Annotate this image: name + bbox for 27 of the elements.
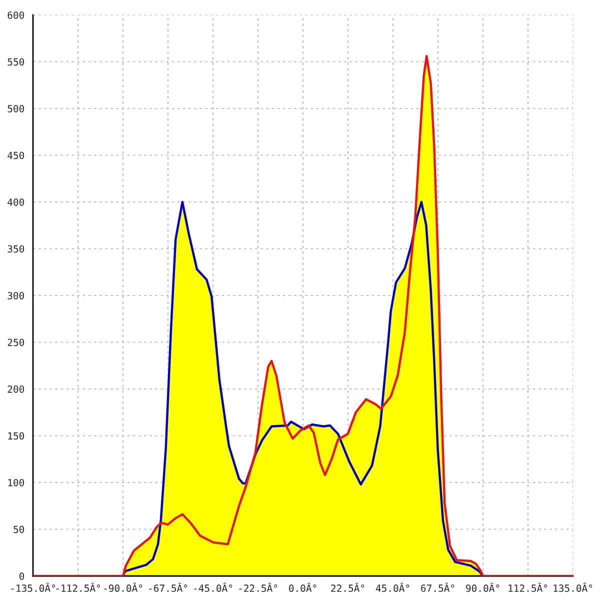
x-tick-label: -112.5Â° [56, 582, 100, 592]
x-tick-label: 112.5Â° [508, 582, 548, 592]
x-tick-label: -45.0Â° [194, 582, 232, 592]
y-tick-label: 500 [8, 105, 24, 112]
x-tick-label: -135.0Â° [11, 582, 55, 592]
y-tick-label: 0 [19, 572, 24, 580]
x-tick-label: 90.0Â° [466, 582, 500, 592]
x-tick-label: -90.0Â° [104, 582, 142, 592]
x-tick-label: 0.0Â° [289, 582, 316, 592]
y-tick-label: 350 [8, 245, 24, 253]
y-tick-label: 200 [8, 386, 24, 393]
y-tick-label: 400 [8, 198, 24, 206]
line-series [122, 200, 484, 576]
y-tick-label: 300 [8, 292, 24, 300]
y-tick-label: 100 [8, 479, 24, 486]
y-tick-label: 450 [8, 152, 24, 160]
y-tick-label: 600 [8, 12, 24, 19]
y-tick-label: 550 [8, 58, 24, 66]
x-tick-label: 45.0Â° [376, 582, 410, 592]
x-tick-label: -67.5Â° [149, 582, 188, 592]
x-tick-label: 67.5Â° [421, 582, 454, 592]
x-tick-label: 22.5Â° [331, 582, 364, 592]
x-tick-label: -22.5Â° [239, 582, 278, 592]
y-tick-label: 150 [8, 432, 24, 440]
y-tick-label: 50 [14, 526, 24, 534]
y-tick-label: 250 [8, 338, 24, 346]
x-tick-label: 135.0Â° [554, 582, 592, 592]
